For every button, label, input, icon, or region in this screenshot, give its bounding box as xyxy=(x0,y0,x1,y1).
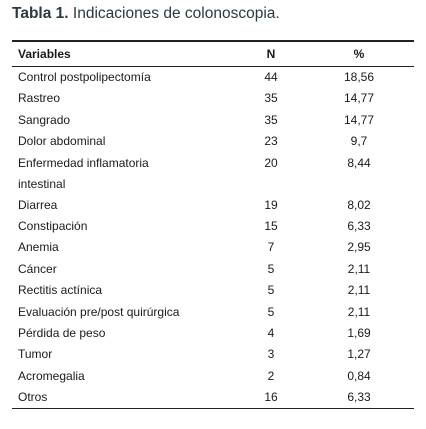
table-row: Rastreo 35 14,77 xyxy=(12,88,414,109)
data-table: Variables N % Control postpolipectomía 44… xyxy=(12,40,414,409)
table-cell: 7 xyxy=(267,240,275,255)
table-row: Enfermedad inflamatoria intestinal 20 8,44 xyxy=(12,153,414,195)
table-row: Rectitis actínica 5 2,11 xyxy=(12,280,414,301)
table-body: Control postpolipectomía 44 18,56 Rastreo 35… xyxy=(12,67,414,409)
table-cell: 2,11 xyxy=(347,304,371,319)
table-cell: 0,84 xyxy=(347,368,371,383)
table-row: Cáncer 5 2,11 xyxy=(12,259,414,280)
table-row: Tumor 3 1,27 xyxy=(12,344,414,365)
table-row: Constipación 15 6,33 xyxy=(12,216,414,237)
cell-text: Diarrea xyxy=(18,197,58,212)
table-cell: 5 xyxy=(267,261,275,276)
table-cell: Dolor abdominal xyxy=(12,131,238,152)
table-row: Anemia 7 2,95 xyxy=(12,237,414,258)
cell-text: Rastreo xyxy=(18,91,61,106)
header-cell: % xyxy=(353,47,365,61)
table-cell: Rectitis actínica xyxy=(12,280,238,301)
table-cell: 3 xyxy=(267,347,275,362)
table-cell: 14,77 xyxy=(343,112,375,127)
table-cell: 8,02 xyxy=(347,197,371,212)
table-cell: Sangrado xyxy=(12,110,238,131)
table-cell: 2,11 xyxy=(347,283,371,298)
cell-text: Control postpolipectomía xyxy=(18,70,151,84)
table-cell: 6,33 xyxy=(347,390,371,405)
table-row: Otros 16 6,33 xyxy=(12,387,414,409)
table-cell: 1,27 xyxy=(347,347,371,362)
cell-text: Acromegalia xyxy=(18,368,85,383)
caption-label: Tabla 1. xyxy=(12,5,69,22)
table-cell: 5 xyxy=(267,283,275,298)
table-cell: Diarrea xyxy=(12,195,238,216)
table-cell: Constipación xyxy=(12,216,238,237)
header-row: Variables N % xyxy=(12,41,414,67)
cell-text: Constipación xyxy=(18,218,88,233)
table-cell: Anemia xyxy=(12,237,238,258)
table-cell: 9,7 xyxy=(350,134,368,149)
table-row: Control postpolipectomía 44 18,56 xyxy=(12,67,414,89)
table-row: Dolor abdominal 23 9,7 xyxy=(12,131,414,152)
table-cell: 20 xyxy=(264,155,278,170)
cell-text: Cáncer xyxy=(18,261,57,276)
table-cell: 2 xyxy=(267,368,275,383)
table-cell: 15 xyxy=(264,218,278,233)
table-cell: 5 xyxy=(267,304,275,319)
table-cell: Acromegalia xyxy=(12,366,238,387)
table-cell: Otros xyxy=(12,387,238,409)
caption-text: Indicaciones de colonoscopia. xyxy=(72,5,280,22)
table-cell: 18,56 xyxy=(343,70,375,84)
table-row: Evaluación pre/post quirúrgica 5 2,11 xyxy=(12,302,414,323)
header-cell: N xyxy=(266,47,276,61)
cell-text: Otros xyxy=(18,390,48,405)
table-cell: 16 xyxy=(264,390,278,405)
table-cell: 2,11 xyxy=(347,261,371,276)
table-cell: 4 xyxy=(267,325,275,340)
table-cell: 35 xyxy=(264,112,278,127)
table-cell: Pérdida de peso xyxy=(12,323,238,344)
table-row: Acromegalia 2 0,84 xyxy=(12,366,414,387)
table-cell: 1,69 xyxy=(347,325,371,340)
table-cell: 14,77 xyxy=(343,91,375,106)
table-cell: 44 xyxy=(264,70,278,84)
table-cell: Tumor xyxy=(12,344,238,365)
table-caption: Tabla 1. Indicaciones de colonoscopia. xyxy=(12,5,280,23)
cell-text: Tumor xyxy=(18,347,53,362)
table-row: Sangrado 35 14,77 xyxy=(12,110,414,131)
table-cell: Control postpolipectomía xyxy=(12,67,238,89)
table-cell: Evaluación pre/post quirúrgica xyxy=(12,302,238,323)
table-row: Diarrea 19 8,02 xyxy=(12,195,414,216)
table-cell: 23 xyxy=(264,134,278,149)
table-cell: 19 xyxy=(264,197,278,212)
cell-text: Rectitis actínica xyxy=(18,283,103,298)
cell-text: Anemia xyxy=(18,240,59,255)
table-cell: Rastreo xyxy=(12,88,238,109)
table-cell: Cáncer xyxy=(12,259,238,280)
cell-text: Sangrado xyxy=(18,112,71,127)
table-cell: Enfermedad inflamatoria intestinal xyxy=(12,153,238,195)
table-cell: 6,33 xyxy=(347,218,371,233)
cell-text: Evaluación pre/post quirúrgica xyxy=(18,304,180,319)
table-cell: 2,95 xyxy=(347,240,371,255)
table-cell: 8,44 xyxy=(347,155,371,170)
table-cell: 35 xyxy=(264,91,278,106)
table-row: Pérdida de peso 4 1,69 xyxy=(12,323,414,344)
cell-text: Enfermedad inflamatoria intestinal xyxy=(18,155,149,191)
cell-text: Dolor abdominal xyxy=(18,134,106,149)
header-cell: Variables xyxy=(18,47,71,61)
cell-text: Pérdida de peso xyxy=(18,325,106,340)
